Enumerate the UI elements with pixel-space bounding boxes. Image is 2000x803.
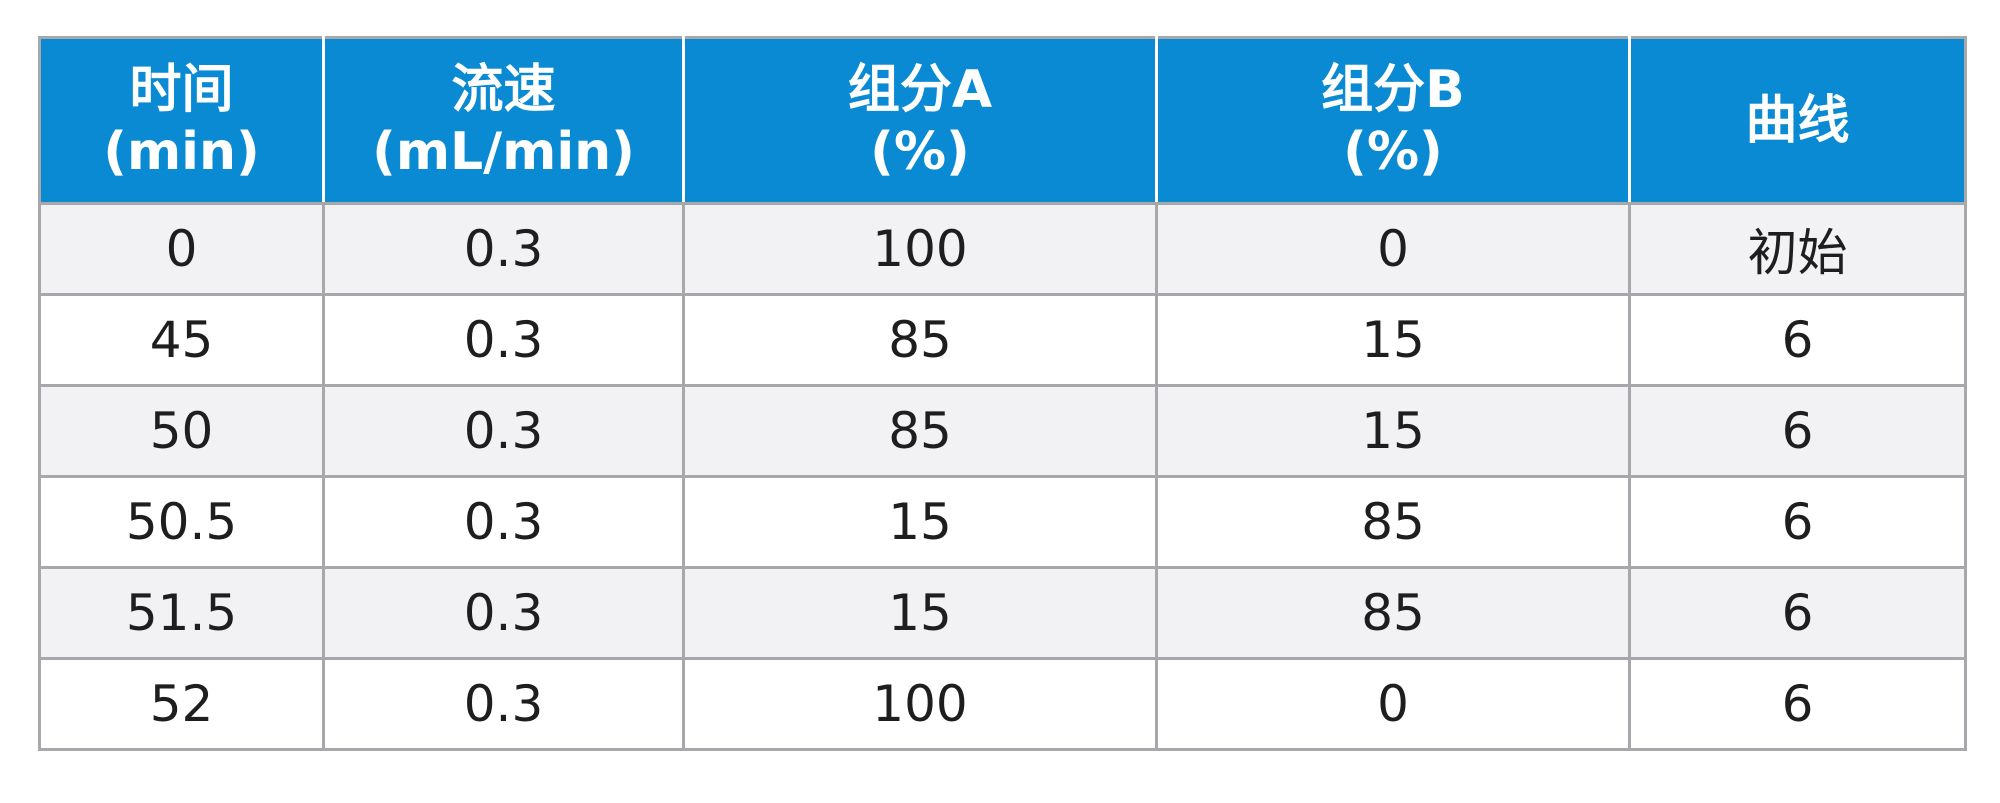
table-row: 51.5 0.3 15 85 6: [38, 566, 1967, 660]
cell-curve: 初始: [1628, 202, 1967, 296]
cell-component-a: 15: [682, 566, 1158, 660]
header-component-b: 组分B (%): [1155, 36, 1631, 205]
cell-component-a: 85: [682, 293, 1158, 387]
cell-flow-rate: 0.3: [322, 202, 685, 296]
cell-flow-rate: 0.3: [322, 657, 685, 751]
cell-component-b: 85: [1155, 475, 1631, 569]
cell-flow-rate: 0.3: [322, 293, 685, 387]
header-unit: (min): [103, 121, 260, 182]
cell-time: 51.5: [38, 566, 325, 660]
header-label: 流速: [451, 59, 556, 120]
table-row: 50.5 0.3 15 85 6: [38, 475, 1967, 569]
header-unit: (%): [870, 121, 970, 182]
cell-component-b: 15: [1155, 384, 1631, 478]
cell-component-a: 100: [682, 657, 1158, 751]
table-row: 50 0.3 85 15 6: [38, 384, 1967, 478]
cell-component-b: 85: [1155, 566, 1631, 660]
cell-curve: 6: [1628, 566, 1967, 660]
header-label: 组分A: [847, 59, 993, 120]
header-flow-rate: 流速 (mL/min): [322, 36, 685, 205]
header-curve: 曲线: [1628, 36, 1967, 205]
cell-component-a: 100: [682, 202, 1158, 296]
cell-flow-rate: 0.3: [322, 384, 685, 478]
header-row: 时间 (min) 流速 (mL/min) 组分A (%) 组分B (%) 曲线: [38, 36, 1967, 205]
cell-time: 0: [38, 202, 325, 296]
header-label: 组分B: [1321, 59, 1465, 120]
cell-component-a: 85: [682, 384, 1158, 478]
cell-component-b: 0: [1155, 657, 1631, 751]
header-time: 时间 (min): [38, 36, 325, 205]
table-row: 45 0.3 85 15 6: [38, 293, 1967, 387]
cell-flow-rate: 0.3: [322, 475, 685, 569]
cell-curve: 6: [1628, 657, 1967, 751]
cell-component-b: 0: [1155, 202, 1631, 296]
table-row: 52 0.3 100 0 6: [38, 657, 1967, 751]
gradient-table: 时间 (min) 流速 (mL/min) 组分A (%) 组分B (%) 曲线 …: [38, 36, 1967, 751]
header-label: 曲线: [1745, 90, 1850, 151]
header-unit: (mL/min): [372, 121, 635, 182]
header-label: 时间: [129, 59, 234, 120]
header-unit: (%): [1343, 121, 1443, 182]
cell-curve: 6: [1628, 384, 1967, 478]
cell-component-b: 15: [1155, 293, 1631, 387]
cell-curve: 6: [1628, 293, 1967, 387]
cell-flow-rate: 0.3: [322, 566, 685, 660]
table-row: 0 0.3 100 0 初始: [38, 202, 1967, 296]
cell-curve: 6: [1628, 475, 1967, 569]
cell-component-a: 15: [682, 475, 1158, 569]
header-component-a: 组分A (%): [682, 36, 1158, 205]
cell-time: 52: [38, 657, 325, 751]
cell-time: 45: [38, 293, 325, 387]
cell-time: 50.5: [38, 475, 325, 569]
cell-time: 50: [38, 384, 325, 478]
table-body: 0 0.3 100 0 初始 45 0.3 85 15 6 50 0.3 85 …: [38, 202, 1967, 751]
table-header: 时间 (min) 流速 (mL/min) 组分A (%) 组分B (%) 曲线: [38, 36, 1967, 205]
